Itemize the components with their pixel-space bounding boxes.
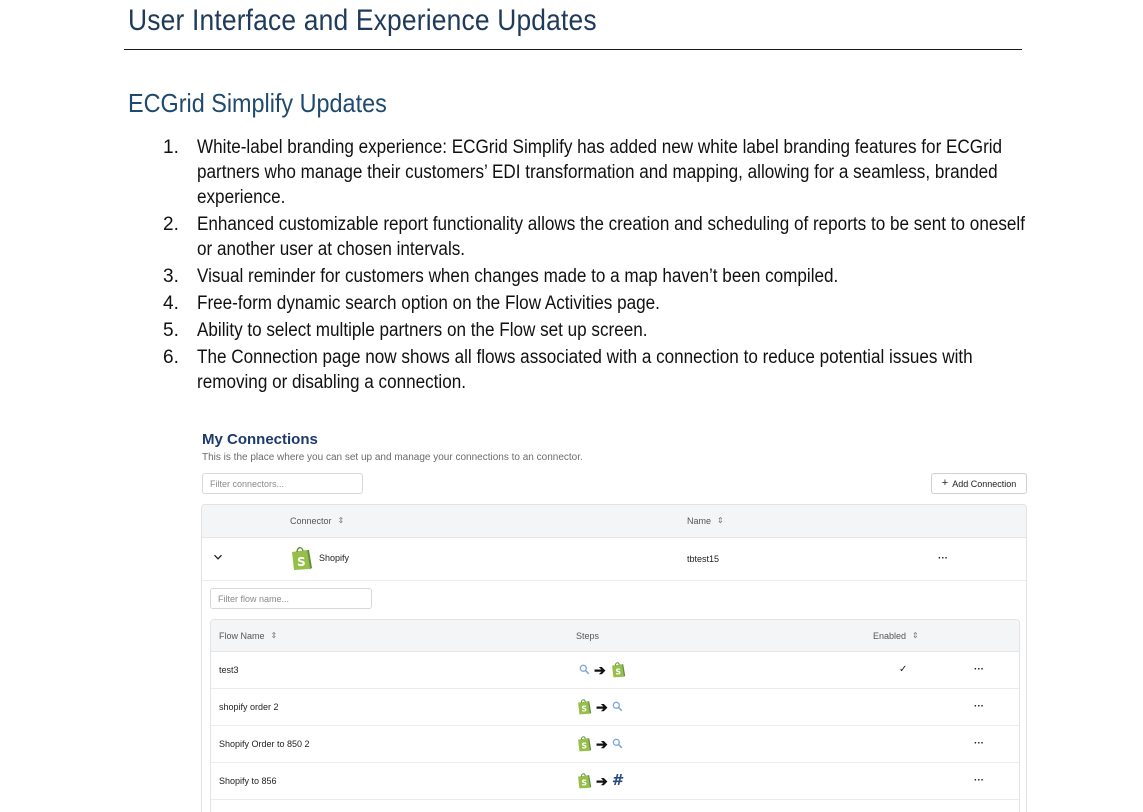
search-icon — [579, 664, 590, 675]
flow-steps: S ➔ # — [576, 762, 622, 799]
filter-flow-input[interactable]: Filter flow name... — [210, 588, 372, 609]
flow-name: Shopify Order to 850 2 — [219, 738, 310, 749]
filter-flow-placeholder: Filter flow name... — [218, 593, 290, 604]
connection-row[interactable]: S Shopify tbtest15 ··· — [202, 537, 1026, 581]
shopify-icon: S — [610, 661, 626, 678]
name-column-header[interactable]: Name ⇕ — [687, 505, 724, 537]
name-header-label: Name — [687, 516, 712, 526]
flow-row[interactable]: Shopify to 856 S ➔ # ··· — [211, 762, 1019, 800]
flow-steps: S ➔ — [576, 725, 623, 762]
shopify-icon: S — [289, 545, 313, 571]
list-text: Free-form dynamic search option on the F… — [197, 293, 660, 314]
flow-actions-button[interactable]: ··· — [974, 664, 984, 675]
connections-table-header: Connector ⇕ Name ⇕ — [202, 505, 1026, 538]
list-item: 1. White-label branding experience: ECGr… — [160, 135, 1040, 210]
list-number: 4. — [163, 293, 179, 314]
page-title: User Interface and Experience Updates — [128, 4, 597, 37]
shopify-icon: S — [576, 735, 592, 752]
steps-header-label: Steps — [576, 630, 600, 641]
search-icon — [612, 701, 623, 712]
flows-table-header: Flow Name ⇕ Steps Enabled ⇕ — [211, 620, 1019, 652]
sort-icon: ⇕ — [912, 630, 919, 640]
svg-text:S: S — [581, 779, 587, 788]
list-number: 5. — [163, 320, 179, 341]
title-divider — [124, 49, 1022, 50]
arrow-right-icon: ➔ — [596, 735, 608, 752]
list-item: 6. The Connection page now shows all flo… — [160, 345, 1040, 395]
plus-icon: + — [941, 477, 949, 489]
list-text: Visual reminder for customers when chang… — [197, 266, 839, 287]
connection-name: tbtest15 — [687, 553, 720, 564]
flow-actions-button[interactable]: ··· — [974, 775, 984, 786]
connections-subtitle: This is the place where you can set up a… — [202, 452, 583, 463]
arrow-right-icon: ➔ — [596, 772, 608, 789]
list-number: 1. — [163, 137, 179, 158]
enabled-check-icon: ✓ — [899, 664, 908, 675]
list-item: 5. Ability to select multiple partners o… — [160, 318, 1040, 343]
list-item: 2. Enhanced customizable report function… — [160, 212, 1040, 262]
arrow-right-icon: ➔ — [596, 698, 608, 715]
flow-row[interactable]: Shopify Order to 850 2 S ➔ ··· — [211, 725, 1019, 763]
list-item: 4. Free-form dynamic search option on th… — [160, 291, 1040, 316]
list-text: Ability to select multiple partners on t… — [197, 320, 648, 341]
shopify-icon: S — [576, 698, 592, 715]
steps-column-header: Steps — [576, 620, 599, 651]
enabled-column-header[interactable]: Enabled ⇕ — [873, 620, 919, 651]
enabled-header-label: Enabled — [873, 630, 907, 641]
svg-text:S: S — [297, 555, 306, 569]
flow-actions-button[interactable]: ··· — [974, 738, 984, 749]
flow-row[interactable]: test3 ➔ S ✓ ··· — [211, 651, 1019, 689]
list-number: 2. — [163, 214, 179, 235]
update-list: 1. White-label branding experience: ECGr… — [160, 135, 1040, 397]
list-number: 6. — [163, 347, 179, 368]
add-connection-label: Add Connection — [952, 478, 1017, 489]
connection-actions-button[interactable]: ··· — [938, 553, 948, 564]
flows-table: Flow Name ⇕ Steps Enabled ⇕ test3 — [210, 619, 1020, 812]
list-text: The Connection page now shows all flows … — [197, 347, 973, 393]
sort-icon: ⇕ — [337, 516, 345, 525]
shopify-icon: S — [576, 772, 592, 789]
flow-steps: ➔ S — [579, 651, 626, 688]
sort-icon: ⇕ — [717, 516, 724, 525]
flow-actions-button[interactable]: ··· — [974, 701, 984, 712]
sort-icon: ⇕ — [270, 630, 278, 640]
svg-text:S: S — [581, 705, 587, 714]
filter-connectors-input[interactable]: Filter connectors... — [202, 473, 363, 494]
connector-column-header[interactable]: Connector ⇕ — [290, 505, 344, 537]
flow-row[interactable]: shopify order 2 S ➔ ··· — [211, 688, 1019, 726]
flow-name-column-header[interactable]: Flow Name ⇕ — [219, 620, 277, 651]
list-text: White-label branding experience: ECGrid … — [197, 137, 1003, 208]
flow-name: test3 — [219, 664, 239, 675]
search-icon — [612, 738, 623, 749]
section-title: ECGrid Simplify Updates — [128, 88, 387, 118]
list-item: 3. Visual reminder for customers when ch… — [160, 264, 1040, 289]
filter-connectors-placeholder: Filter connectors... — [210, 478, 285, 489]
flow-name: Shopify to 856 — [219, 775, 277, 786]
svg-text:S: S — [615, 668, 621, 677]
connections-heading: My Connections — [202, 431, 318, 448]
flow-steps: S ➔ — [576, 688, 623, 725]
connector-header-label: Connector — [290, 516, 332, 526]
connections-screenshot: My Connections This is the place where y… — [201, 428, 1027, 812]
connections-table: Connector ⇕ Name ⇕ S — [201, 504, 1027, 812]
flow-name: shopify order 2 — [219, 701, 279, 712]
connector-cell: S Shopify — [289, 544, 349, 572]
connector-name: Shopify — [319, 553, 350, 563]
svg-text:S: S — [581, 742, 587, 751]
hash-icon: # — [611, 771, 623, 789]
arrow-right-icon: ➔ — [594, 661, 606, 678]
add-connection-button[interactable]: + Add Connection — [931, 473, 1027, 494]
chevron-down-icon[interactable] — [213, 552, 223, 562]
list-text: Enhanced customizable report functionali… — [197, 214, 1025, 260]
list-number: 3. — [163, 266, 179, 287]
flow-name-header-label: Flow Name — [219, 630, 265, 641]
